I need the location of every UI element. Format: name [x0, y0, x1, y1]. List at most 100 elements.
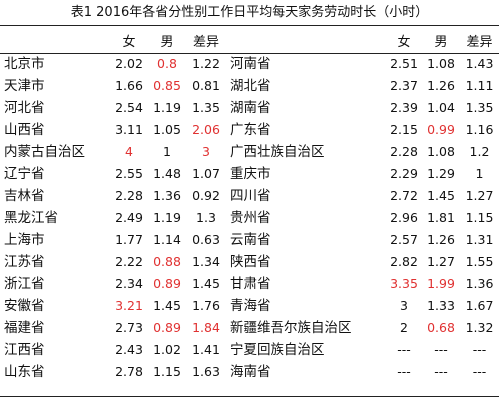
female-hours: 2.22	[115, 254, 143, 269]
table-row: 浙江省 2.34 0.89 1.45 甘肃省 3.35 1.99 1.36	[0, 273, 499, 295]
housework-table: 女 男 差异 女 男 差异 北京市 2.02 0.8 1.22 河南省 2.51 1.08 1…	[0, 32, 499, 383]
male-hours: 1.45	[153, 298, 181, 313]
header-female: 女	[397, 35, 411, 50]
province-name: 贵州省	[230, 210, 271, 226]
male-hours: ---	[434, 342, 448, 357]
hours-difference: 1	[475, 166, 484, 181]
province-name: 辽宁省	[4, 166, 45, 182]
female-hours: 2.02	[115, 56, 143, 71]
male-hours: 0.8	[157, 56, 177, 71]
hours-difference: ---	[472, 364, 487, 379]
hours-difference: 2.06	[192, 122, 220, 137]
hours-difference: 1.41	[192, 342, 220, 357]
female-hours: 2.43	[115, 342, 143, 357]
province-name: 湖南省	[230, 100, 271, 116]
province-name: 天津市	[4, 78, 45, 94]
hours-difference: 0.81	[192, 78, 220, 93]
female-hours: 1.66	[115, 78, 143, 93]
province-name: 黑龙江省	[4, 210, 58, 226]
hours-difference: 1.63	[192, 364, 220, 379]
province-name: 江苏省	[4, 254, 45, 270]
hours-difference: 1.16	[465, 122, 494, 137]
female-hours: 2.34	[115, 276, 143, 291]
table-row: 内蒙古自治区 4 1 3 广西壮族自治区 2.28 1.08 1.2	[0, 141, 499, 163]
header-row: 女 男 差异 女 男 差异	[0, 32, 499, 53]
female-hours: 2.51	[390, 56, 418, 71]
female-hours: 1.77	[115, 232, 143, 247]
hours-difference: 1.55	[465, 254, 494, 269]
male-hours: 1.14	[153, 232, 181, 247]
table-row: 辽宁省 2.55 1.48 1.07 重庆市 2.29 1.29 1	[0, 163, 499, 185]
hours-difference: 1.67	[465, 298, 494, 313]
hours-difference: 0.92	[192, 188, 220, 203]
table-row: 天津市 1.66 0.85 0.81 湖北省 2.37 1.26 1.11	[0, 75, 499, 97]
province-name: 江西省	[4, 342, 45, 358]
male-hours: 1.29	[427, 166, 455, 181]
table-row: 安徽省 3.21 1.45 1.76 青海省 3 1.33 1.67	[0, 295, 499, 317]
table-row: 江苏省 2.22 0.88 1.34 陕西省 2.82 1.27 1.55	[0, 251, 499, 273]
female-hours: 2.72	[390, 188, 418, 203]
province-name: 陕西省	[230, 254, 271, 270]
male-hours: 0.68	[427, 320, 455, 335]
province-name: 海南省	[230, 364, 271, 380]
header-male: 男	[434, 35, 448, 50]
province-name: 青海省	[230, 298, 271, 314]
male-hours: 1	[163, 144, 171, 159]
male-hours: 1.04	[427, 100, 455, 115]
province-name: 重庆市	[230, 166, 271, 182]
header-diff: 差异	[192, 35, 219, 50]
province-name: 甘肃省	[230, 276, 271, 292]
female-hours: 2.39	[390, 100, 418, 115]
table-body: 北京市 2.02 0.8 1.22 河南省 2.51 1.08 1.43 天津市 1.66 0.85…	[0, 53, 499, 383]
province-name: 山东省	[4, 364, 45, 380]
province-name: 广东省	[230, 122, 271, 138]
bottom-rule	[0, 396, 499, 397]
female-hours: ---	[397, 364, 411, 379]
male-hours: 0.85	[153, 78, 181, 93]
male-hours: 1.27	[427, 254, 455, 269]
hours-difference: 1.32	[465, 320, 494, 335]
female-hours: 2.15	[390, 122, 418, 137]
hours-difference: 0.63	[192, 232, 220, 247]
top-rule	[0, 25, 499, 26]
male-hours: 1.33	[427, 298, 455, 313]
male-hours: 1.99	[427, 276, 455, 291]
province-name: 四川省	[230, 188, 271, 204]
female-hours: 2.54	[115, 100, 143, 115]
female-hours: 2.28	[390, 144, 418, 159]
female-hours: 4	[125, 144, 133, 159]
female-hours: 3.21	[115, 298, 143, 313]
female-hours: 2.57	[390, 232, 418, 247]
male-hours: 1.05	[153, 122, 181, 137]
table-row: 福建省 2.73 0.89 1.84 新疆维吾尔族自治区 2 0.68 1.32	[0, 317, 499, 339]
hours-difference: 1.35	[192, 100, 220, 115]
male-hours: 1.02	[153, 342, 181, 357]
province-name: 安徽省	[4, 298, 45, 314]
province-name: 福建省	[4, 320, 45, 336]
hours-difference: 1.45	[192, 276, 220, 291]
male-hours: 1.08	[427, 56, 455, 71]
province-name: 云南省	[230, 232, 271, 248]
header-male: 男	[160, 35, 174, 50]
male-hours: 1.15	[153, 364, 181, 379]
hours-difference: 1.15	[465, 210, 494, 225]
male-hours: ---	[434, 364, 448, 379]
province-name: 山西省	[4, 122, 45, 138]
table-title: 表1 2016年各省分性别工作日平均每天家务劳动时长（小时）	[70, 5, 429, 20]
province-name: 北京市	[4, 56, 45, 72]
male-hours: 1.45	[427, 188, 455, 203]
table-row: 河北省 2.54 1.19 1.35 湖南省 2.39 1.04 1.35	[0, 97, 499, 119]
hours-difference: 1.2	[469, 144, 490, 159]
hours-difference: 1.34	[192, 254, 220, 269]
table-row: 黑龙江省 2.49 1.19 1.3 贵州省 2.96 1.81 1.15	[0, 207, 499, 229]
header-diff: 差异	[466, 35, 493, 50]
male-hours: 1.19	[153, 210, 181, 225]
male-hours: 0.89	[153, 320, 181, 335]
female-hours: 2	[400, 320, 408, 335]
table-row: 山西省 3.11 1.05 2.06 广东省 2.15 0.99 1.16	[0, 119, 499, 141]
female-hours: ---	[397, 342, 411, 357]
male-hours: 1.36	[153, 188, 181, 203]
province-name: 广西壮族自治区	[230, 144, 325, 160]
female-hours: 3.35	[390, 276, 418, 291]
